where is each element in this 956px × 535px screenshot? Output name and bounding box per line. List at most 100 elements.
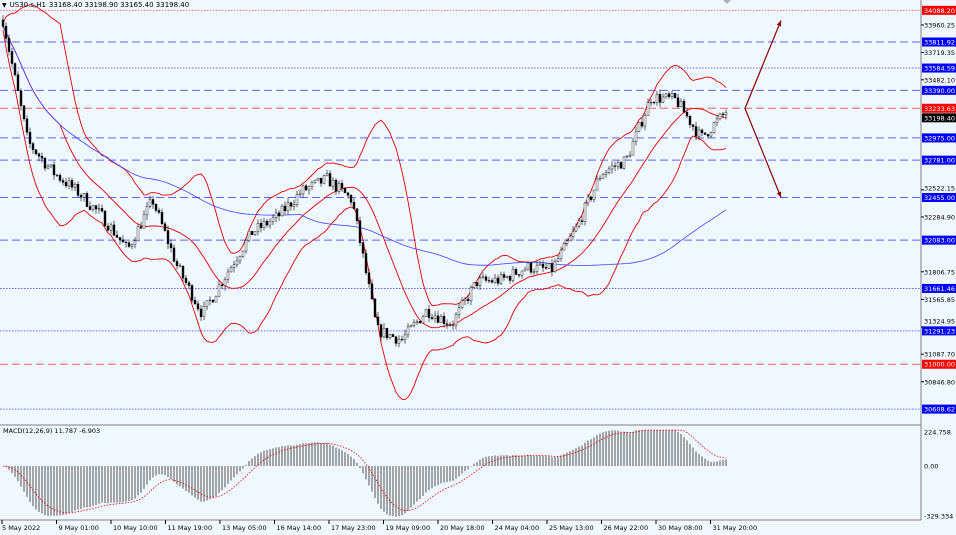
time-tick-label: 31 May 20:00 xyxy=(713,524,758,532)
candle-body xyxy=(385,327,389,339)
candle-body xyxy=(214,295,218,303)
candle-body xyxy=(553,261,557,272)
candle-body xyxy=(697,129,701,137)
candle-body xyxy=(607,168,611,173)
candle-body xyxy=(373,298,377,318)
candle-body xyxy=(247,230,251,241)
candle-body xyxy=(154,204,158,211)
time-tick-label: 16 May 14:00 xyxy=(277,524,322,532)
candle-body xyxy=(646,102,650,116)
shift-marker-icon[interactable] xyxy=(723,0,731,4)
candle-body xyxy=(565,240,569,244)
candle-body xyxy=(589,196,593,200)
candle-body xyxy=(160,212,164,225)
candle-body xyxy=(706,134,710,137)
candle-body xyxy=(16,74,20,91)
candle-body xyxy=(130,244,134,247)
candle-body xyxy=(670,93,674,97)
candle-body xyxy=(346,192,350,196)
macd-pane xyxy=(2,429,727,517)
candle-body xyxy=(58,174,62,181)
candle-body xyxy=(208,299,212,301)
candle-body xyxy=(223,279,227,286)
candle-body xyxy=(481,276,485,278)
price-tick-label: 33482.10 xyxy=(924,76,955,84)
candle-body xyxy=(193,300,197,304)
price-axis: 34088.20 33811.92 33584.59 33390.00 33233.63… xyxy=(921,5,956,521)
candle-body xyxy=(538,263,542,266)
level-price-badge xyxy=(922,404,956,414)
price-tick-label: 33719.35 xyxy=(924,49,955,57)
level-price-label: 34088.20 xyxy=(924,7,955,15)
price-tick-label: 31087.70 xyxy=(924,351,955,359)
candle-body xyxy=(325,173,329,176)
symbol-label: US30.s,H1 xyxy=(9,1,46,9)
candle-body xyxy=(4,26,8,39)
candle-body xyxy=(448,324,452,326)
candle-body xyxy=(253,231,257,236)
candle-body xyxy=(1,19,5,27)
candle-body xyxy=(370,283,374,300)
candle-body xyxy=(397,339,401,344)
candle-body xyxy=(19,90,23,106)
candle-body xyxy=(382,327,386,338)
candle-body xyxy=(532,271,536,273)
candle-body xyxy=(394,336,398,344)
level-price-badge xyxy=(922,283,956,293)
candle-body xyxy=(424,309,428,317)
candle-body xyxy=(550,263,554,272)
candle-body xyxy=(10,51,14,64)
candle-body xyxy=(25,118,29,133)
candle-body xyxy=(349,195,353,203)
candle-body xyxy=(112,224,116,236)
candle-body xyxy=(493,277,497,283)
candle-body xyxy=(688,115,692,125)
level-price-label: 31291.23 xyxy=(924,327,955,335)
candle-body xyxy=(541,263,545,268)
candle-body xyxy=(487,280,491,282)
candle-body xyxy=(298,193,302,195)
candle-body xyxy=(178,265,182,267)
candle-body xyxy=(403,334,407,341)
candle-body xyxy=(43,158,47,169)
time-tick-label: 10 May 10:00 xyxy=(113,524,158,532)
triangle-down-icon[interactable]: ▼ xyxy=(2,1,7,9)
candle-body xyxy=(148,199,152,207)
level-price-badge xyxy=(922,37,956,47)
price-tick-label: 31806.75 xyxy=(924,268,955,276)
candle-body xyxy=(88,206,92,210)
candle-body xyxy=(295,194,299,205)
candle-body xyxy=(265,220,269,226)
candle-body xyxy=(67,180,71,187)
candle-body xyxy=(520,270,524,276)
candle-body xyxy=(685,112,689,117)
level-price-label: 32975.00 xyxy=(924,134,955,142)
candle-body xyxy=(415,321,419,323)
time-tick-label: 11 May 19:00 xyxy=(168,524,213,532)
candle-body xyxy=(238,256,242,262)
chart-header: ▼ US30.s,H1 33168.40 33198.90 33165.40 3… xyxy=(2,1,189,9)
macd-signal-line xyxy=(2,429,727,514)
candle-body xyxy=(142,214,146,229)
macd-tick-label: 224.758 xyxy=(924,429,951,437)
candle-body xyxy=(307,186,311,191)
candle-body xyxy=(526,262,530,270)
candle-body xyxy=(610,165,614,170)
time-tick-label: 20 May 18:00 xyxy=(440,524,485,532)
price-tick-label: 30846.80 xyxy=(924,378,955,386)
candle-body xyxy=(328,173,332,187)
time-tick-label: 26 May 22:00 xyxy=(604,524,649,532)
candle-body xyxy=(580,220,584,222)
level-price-label: 33233.63 xyxy=(924,105,955,113)
candle-body xyxy=(592,189,596,200)
scenario-arrows xyxy=(744,20,782,198)
candle-body xyxy=(658,94,662,103)
level-price-badge xyxy=(922,193,956,203)
candle-body xyxy=(235,260,239,265)
level-price-badge xyxy=(922,85,956,95)
candle-body xyxy=(304,185,308,191)
candle-body xyxy=(331,179,335,187)
candle-body xyxy=(28,131,32,144)
indicator-lines xyxy=(2,4,727,401)
